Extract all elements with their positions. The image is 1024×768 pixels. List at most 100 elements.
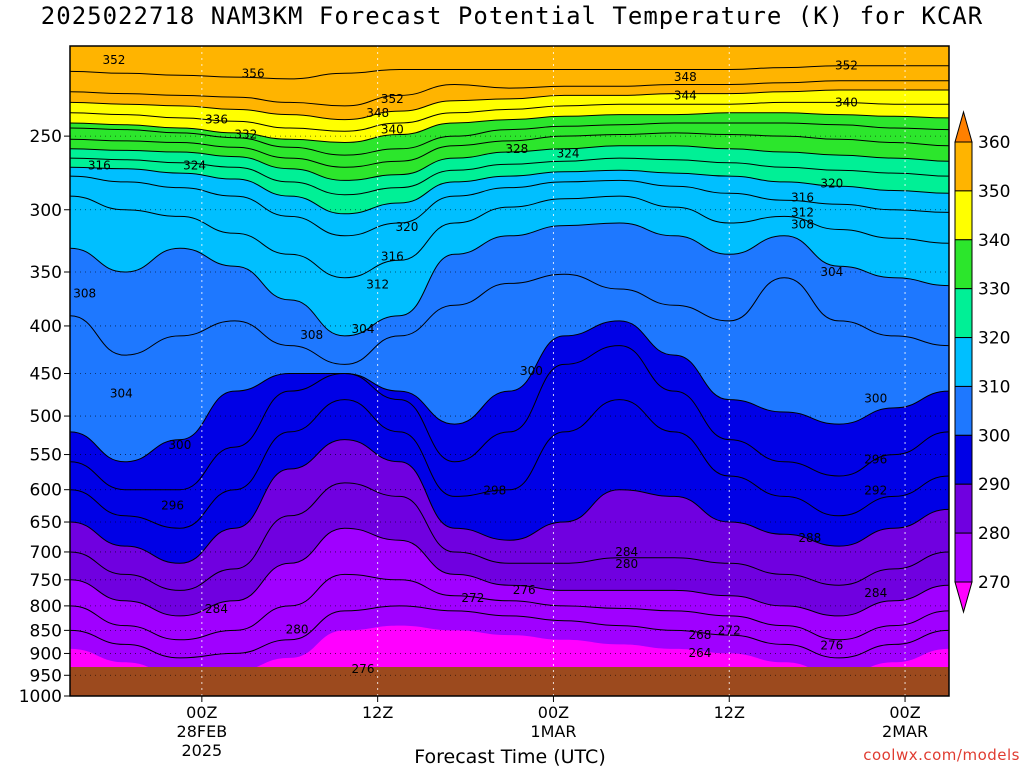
contour-line-336	[70, 122, 949, 156]
contour-label: 280	[615, 557, 638, 571]
y-tick-label: 850	[30, 621, 62, 641]
contour-line-300	[70, 320, 949, 463]
y-tick-label: 900	[30, 644, 62, 664]
contour-label: 352	[381, 92, 404, 106]
y-axis: 250 300 350 400 450 500 550 600 650 700 750 800 850 9…	[19, 127, 70, 707]
contour-label: 268	[688, 628, 711, 642]
grid-lines	[70, 46, 949, 696]
contour-label: 344	[674, 88, 697, 102]
x-tick-label: 12Z	[714, 703, 745, 722]
colorbar-label: 310	[978, 377, 1010, 397]
contour-label: 336	[205, 113, 228, 127]
x-tick-label: 1MAR	[530, 722, 576, 741]
contour-label: 288	[798, 531, 821, 545]
contour-line-276	[70, 573, 949, 641]
contour-label: 298	[483, 483, 506, 497]
contour-label: 332	[234, 128, 257, 142]
contour-label: 324	[557, 147, 580, 161]
colorbar-label: 300	[978, 426, 1010, 446]
contour-label: 340	[381, 123, 404, 137]
contour-line-348	[70, 89, 949, 121]
x-tick-label: 12Z	[362, 703, 393, 722]
colorbar-label: 270	[978, 573, 1010, 593]
colorbar-top-arrow	[954, 110, 973, 143]
y-tick-label: 750	[30, 571, 62, 591]
colorbar-segment	[954, 385, 973, 436]
colorbar-bottom-arrow	[954, 581, 973, 614]
x-tick-label: 00Z	[186, 703, 217, 722]
contour-label: 356	[242, 66, 265, 80]
contour-line-316	[70, 175, 949, 237]
colorbar-segment	[954, 141, 973, 192]
contour-label: 304	[352, 322, 375, 336]
contour-line-308	[70, 222, 949, 337]
contour-line-324	[70, 157, 949, 196]
contour-label: 348	[674, 70, 697, 84]
contour-label: 300	[168, 438, 191, 452]
contour-label: 284	[205, 602, 228, 616]
colorbar-label: 330	[978, 280, 1010, 300]
contour-label: 340	[835, 95, 858, 109]
contour-line-356	[70, 65, 949, 80]
colorbar-label: 290	[978, 475, 1010, 495]
y-tick-label: 800	[30, 597, 62, 617]
y-tick-label: 250	[30, 127, 62, 147]
contour-label: 292	[864, 483, 887, 497]
contour-label: 308	[300, 328, 323, 342]
contour-line-280	[70, 527, 949, 617]
contour-line-272	[70, 605, 949, 659]
y-tick-label: 350	[30, 263, 62, 283]
colorbar-segment	[954, 288, 973, 339]
y-tick-label: 450	[30, 365, 62, 385]
contour-line-340	[70, 112, 949, 144]
contour-line-312	[70, 195, 949, 279]
colorbar: 360 350 340 330 320 310 300 290 280 270	[954, 110, 1010, 614]
contour-line-284	[70, 482, 949, 591]
contour-line-344	[70, 101, 949, 132]
y-tick-label: 700	[30, 543, 62, 563]
theta-color-bands	[70, 46, 949, 696]
x-tick-label: 2025	[181, 741, 222, 760]
colorbar-segment	[954, 337, 973, 387]
contour-label: 316	[791, 190, 814, 204]
colorbar-label: 350	[978, 182, 1010, 202]
contour-label: 272	[718, 623, 741, 637]
colorbar-label: 360	[978, 133, 1010, 153]
contour-line-328	[70, 145, 949, 181]
contour-line-320	[70, 166, 949, 215]
contour-label: 272	[461, 591, 484, 605]
chart-title: 2025022718 NAM3KM Forecast Potential Tem…	[40, 2, 984, 30]
contour-label: 304	[820, 265, 843, 279]
contour-label: 352	[835, 59, 858, 73]
contour-label: 320	[395, 220, 418, 234]
y-tick-label: 400	[30, 317, 62, 337]
contour-label: 300	[864, 392, 887, 406]
contour-label: 328	[505, 142, 528, 156]
contour-label: 284	[864, 586, 887, 600]
contour-label: 316	[88, 159, 111, 173]
contour-label: 264	[688, 646, 711, 660]
contour-label: 276	[352, 662, 375, 676]
contour-label: 276	[820, 639, 843, 653]
contour-line-292	[70, 399, 949, 529]
y-tick-label: 1000	[19, 687, 62, 707]
y-tick-label: 650	[30, 513, 62, 533]
contour-label: 304	[110, 387, 133, 401]
ground-surface	[70, 667, 949, 696]
colorbar-segment	[954, 190, 973, 241]
contour-label: 308	[73, 286, 96, 300]
contour-label: 308	[791, 217, 814, 231]
contour-line-352	[70, 80, 949, 107]
colorbar-segment	[954, 434, 973, 485]
contour-label: 276	[513, 583, 536, 597]
isentrope-contours	[70, 65, 949, 659]
contour-label: 280	[286, 622, 309, 636]
x-tick-label: 00Z	[538, 703, 569, 722]
contour-label: 296	[161, 499, 184, 513]
colorbar-segment	[954, 239, 973, 290]
y-tick-label: 550	[30, 446, 62, 466]
contour-label: 352	[102, 53, 125, 67]
